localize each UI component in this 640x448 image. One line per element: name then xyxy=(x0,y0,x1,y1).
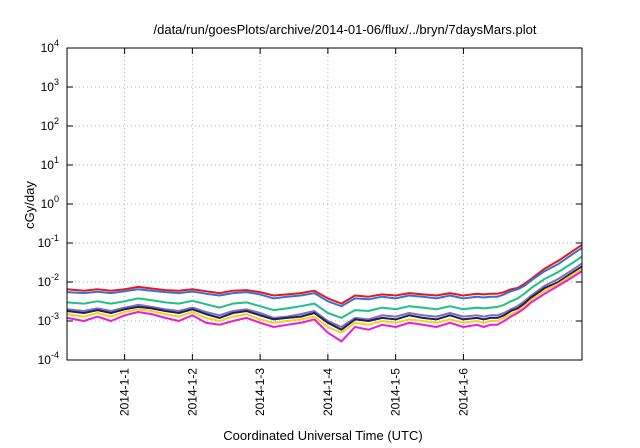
y-tick-label: 103 xyxy=(41,77,59,94)
series-line-7 xyxy=(66,270,583,343)
series-group xyxy=(66,243,583,343)
series-line-2 xyxy=(66,247,583,308)
x-axis-label: Coordinated Universal Time (UTC) xyxy=(223,428,422,443)
x-tick-label: 2014-1-3 xyxy=(253,368,267,416)
x-tick-label: 2014-1-4 xyxy=(321,368,335,416)
x-axis: 2014-1-1 2014-1-2 2014-1-3 2014-1-4 2014-1-5… xyxy=(118,48,470,416)
x-tick-label: 2014-1-2 xyxy=(185,368,199,416)
chart-title: /data/run/goesPlots/archive/2014-01-06/f… xyxy=(154,22,537,37)
series-line-6 xyxy=(66,267,583,334)
y-tick-label: 10-1 xyxy=(38,233,59,250)
y-axis-label: cGy/day xyxy=(22,181,37,229)
y-tick-label: 10-2 xyxy=(38,272,59,289)
y-axis: 10-4 10-3 10-2 10-1 100 101 102 103 104 xyxy=(38,38,582,367)
series-line-1 xyxy=(66,243,583,305)
series-line-5 xyxy=(66,265,583,331)
series-line-4 xyxy=(66,262,583,328)
y-tick-label: 104 xyxy=(41,38,59,55)
x-tick-label: 2014-1-6 xyxy=(456,368,470,416)
y-tick-label: 100 xyxy=(41,194,59,211)
y-tick-label: 102 xyxy=(41,116,59,133)
x-tick-label: 2014-1-5 xyxy=(389,368,403,416)
y-tick-label: 10-4 xyxy=(38,350,59,367)
x-tick-label: 2014-1-1 xyxy=(118,368,132,416)
y-tick-label: 101 xyxy=(41,155,59,172)
y-tick-label: 10-3 xyxy=(38,311,59,328)
series-line-3 xyxy=(66,255,583,319)
